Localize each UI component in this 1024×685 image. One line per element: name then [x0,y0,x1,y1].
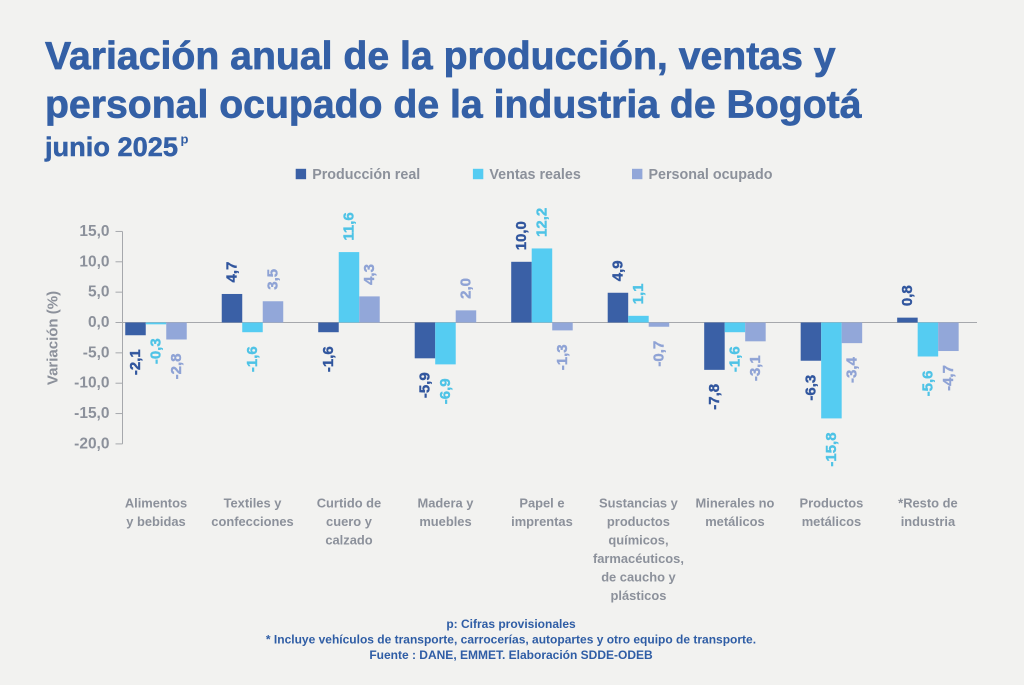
svg-text:Minerales no: Minerales no [696,496,775,511]
svg-text:p: p [181,132,189,147]
svg-text:4,3: 4,3 [361,264,378,285]
svg-text:personal ocupado de la industr: personal ocupado de la industria de Bogo… [45,83,862,126]
svg-text:10,0: 10,0 [79,253,109,270]
svg-text:15,0: 15,0 [79,223,109,240]
svg-text:-5,9: -5,9 [416,372,433,398]
svg-text:y bebidas: y bebidas [126,514,185,529]
svg-text:4,7: 4,7 [223,262,240,283]
svg-text:10,0: 10,0 [513,221,530,250]
svg-text:Sustancias y: Sustancias y [599,496,679,511]
svg-text:-1,6: -1,6 [244,346,261,372]
svg-text:químicos,: químicos, [608,533,668,548]
svg-text:metálicos: metálicos [802,514,861,529]
svg-text:5,0: 5,0 [88,284,110,301]
svg-text:Personal ocupado: Personal ocupado [649,167,773,183]
svg-text:12,2: 12,2 [533,208,550,237]
svg-text:-7,8: -7,8 [706,384,723,410]
svg-text:Variación (%): Variación (%) [45,291,62,385]
svg-text:Producción real: Producción real [312,167,420,183]
svg-text:3,5: 3,5 [264,269,281,290]
svg-text:-6,9: -6,9 [437,378,454,404]
svg-text:-10,0: -10,0 [74,375,109,392]
svg-text:-20,0: -20,0 [74,435,109,452]
svg-text:Fuente : DANE, EMMET. Elaborac: Fuente : DANE, EMMET. Elaboración SDDE-O… [369,648,653,662]
svg-text:imprentas: imprentas [511,514,573,529]
svg-text:-15,8: -15,8 [823,432,840,466]
svg-text:-2,1: -2,1 [127,349,144,375]
svg-text:calzado: calzado [325,533,372,548]
svg-text:cuero y: cuero y [326,514,373,529]
svg-text:Papel e: Papel e [519,496,564,511]
svg-text:-1,6: -1,6 [320,346,337,372]
svg-text:Textiles y: Textiles y [224,496,283,511]
svg-text:plásticos: plásticos [611,588,667,603]
svg-text:industria: industria [901,514,956,529]
svg-text:Ventas reales: Ventas reales [489,167,580,183]
svg-text:-5,0: -5,0 [83,344,110,361]
svg-text:1,1: 1,1 [630,283,647,304]
svg-text:junio 2025: junio 2025 [44,131,178,162]
svg-text:-6,3: -6,3 [802,375,819,401]
svg-text:-1,6: -1,6 [726,346,743,372]
svg-text:-0,3: -0,3 [148,338,165,364]
svg-text:-15,0: -15,0 [74,405,109,422]
svg-text:Alimentos: Alimentos [125,496,187,511]
svg-text:p: Cifras provisionales: p: Cifras provisionales [446,617,576,631]
svg-text:de caucho y: de caucho y [601,570,676,585]
svg-text:confecciones: confecciones [211,514,293,529]
svg-text:metálicos: metálicos [705,514,764,529]
svg-text:11,6: 11,6 [340,212,357,240]
svg-text:*Resto de: *Resto de [898,496,957,511]
svg-text:Madera y: Madera y [418,496,475,511]
svg-text:2,0: 2,0 [457,278,474,299]
svg-text:-1,3: -1,3 [554,344,571,370]
svg-text:-3,1: -3,1 [747,355,764,381]
svg-text:-4,7: -4,7 [940,365,957,391]
svg-text:Curtido de: Curtido de [317,496,381,511]
svg-text:-2,8: -2,8 [168,354,185,380]
svg-text:-3,4: -3,4 [843,356,860,383]
svg-text:0,8: 0,8 [899,285,916,306]
svg-text:farmacéuticos,: farmacéuticos, [593,551,684,566]
svg-text:Variación anual de la producci: Variación anual de la producción, ventas… [45,35,836,78]
svg-text:* Incluye vehículos de transp: * Incluye vehículos de transporte, carro… [266,632,756,646]
svg-text:0,0: 0,0 [88,314,110,331]
svg-text:muebles: muebles [419,514,471,529]
svg-text:productos: productos [607,514,670,529]
svg-text:Productos: Productos [800,496,864,511]
svg-text:-0,7: -0,7 [650,341,667,367]
svg-text:-5,6: -5,6 [919,370,936,396]
svg-text:4,9: 4,9 [609,260,626,281]
